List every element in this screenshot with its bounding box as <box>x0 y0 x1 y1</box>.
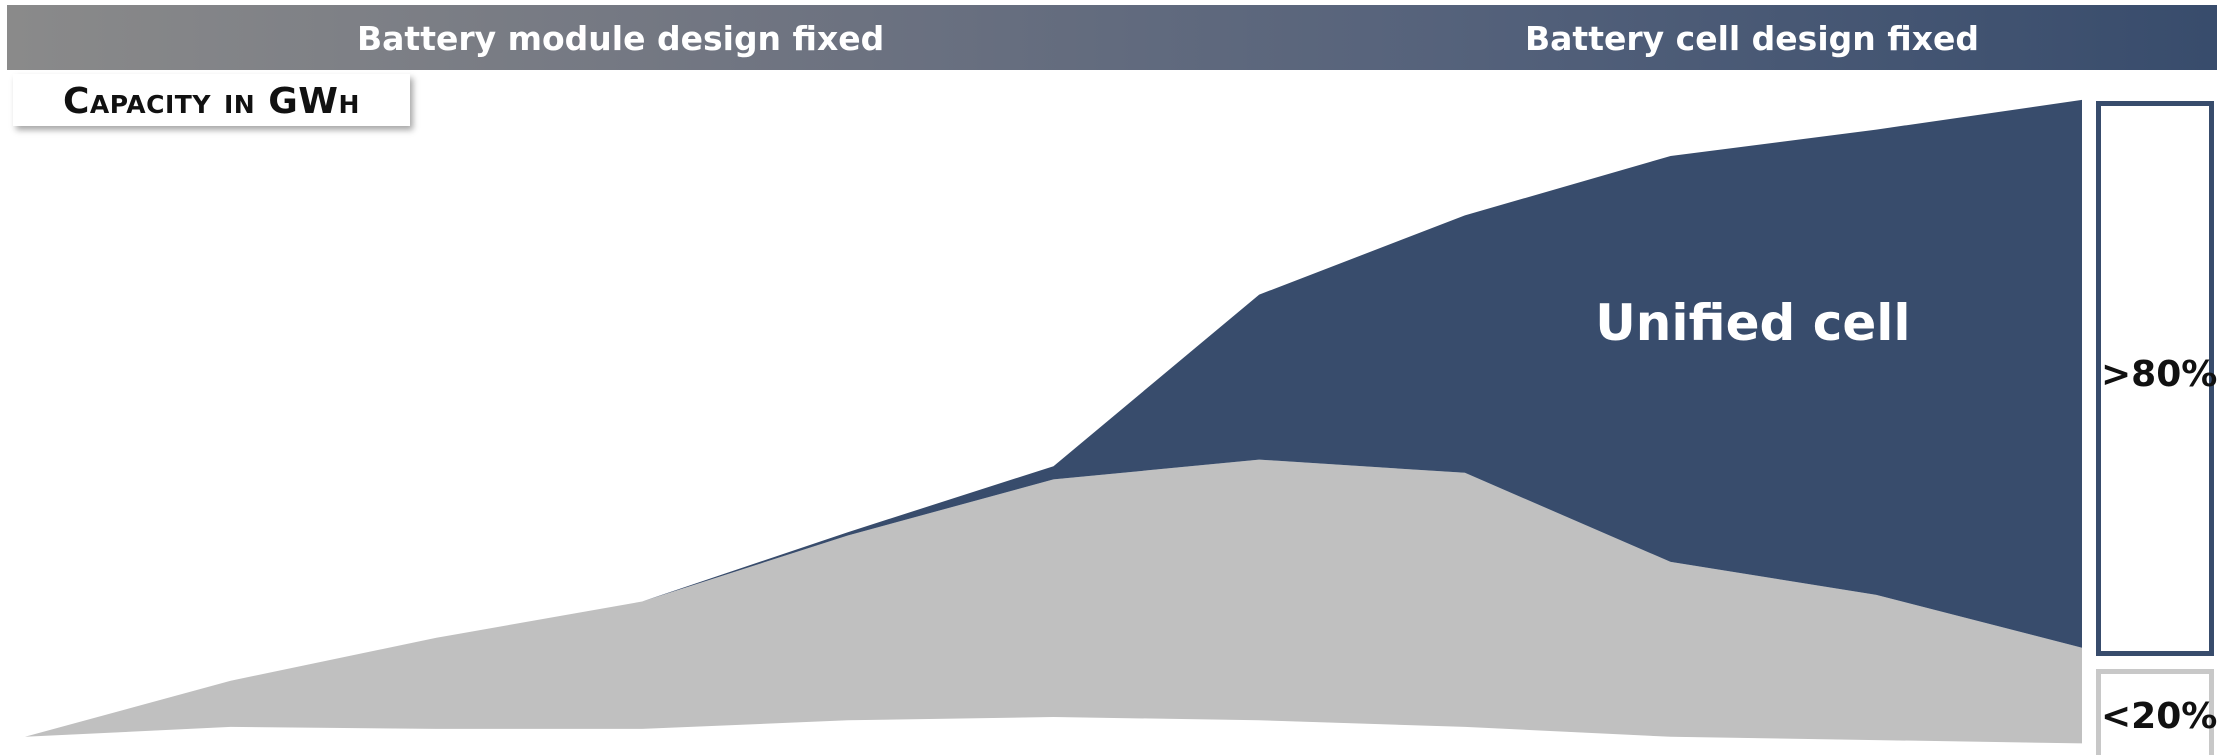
cell-design-fixed-label: Battery cell design fixed <box>1525 19 1979 58</box>
other-share-label: <20% <box>2101 696 2218 737</box>
area-series-unified-cell <box>25 99 2082 737</box>
unified-share-label: >80% <box>2101 354 2218 395</box>
unified-cell-label: Unified cell <box>1595 294 1910 352</box>
phase-banner: Battery module design fixed Battery cell… <box>7 5 2217 70</box>
chart-title-box: Capacity in GWh <box>13 74 410 126</box>
other-share-box: <20% <box>2096 669 2218 755</box>
area-series-other <box>25 459 2082 744</box>
chart-title: Capacity in GWh <box>63 81 360 122</box>
module-design-fixed-label: Battery module design fixed <box>357 19 885 58</box>
unified-share-box: >80% <box>2096 101 2218 656</box>
